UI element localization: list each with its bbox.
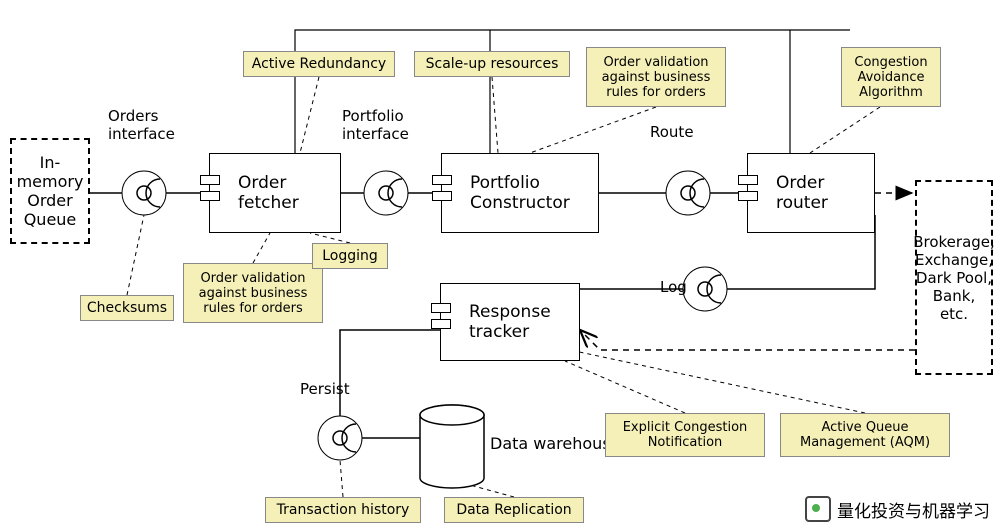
watermark-text: 量化投资与机器学习 [837,497,990,522]
node-constructor-label: Portfolio Constructor [470,173,570,213]
node-router-label: Order router [776,173,828,213]
data-warehouse-cylinder [420,405,484,488]
node-response: Response tracker [440,283,580,361]
log-interface-glyph [683,267,727,311]
node-constructor: Portfolio Constructor [441,153,599,233]
node-fetcher: Order fetcher [209,153,341,233]
route-interface-label: Route [650,123,694,141]
persist-interface-label: Persist [300,380,350,398]
orders-interface-glyph [122,171,166,215]
note-scaleup: Scale-up resources [414,51,570,77]
node-brokerage: Brokerage, Exchange, Dark Pool, Bank, et… [915,180,993,375]
note-aqm: Active Queue Management (AQM) [780,413,950,457]
persist-interface-glyph [318,416,362,460]
route-interface-glyph [666,171,710,215]
watermark: 量化投资与机器学习 [805,496,990,522]
portfolio-interface-label: Portfolio interface [342,107,409,143]
component-bars-icon [432,175,452,205]
note-active-redundancy: Active Redundancy [243,51,395,77]
note-data-repl: Data Replication [444,497,584,523]
node-queue: In- memory Order Queue [10,138,90,244]
brokerage-response-edge [580,330,915,350]
node-router: Order router [747,153,875,233]
orders-interface-label: Orders interface [108,107,175,143]
node-queue-label: In- memory Order Queue [17,153,84,229]
note-tx-history: Transaction history [265,497,421,523]
note-validation-top: Order validation against business rules … [586,47,726,107]
wechat-icon [805,496,831,522]
note-validation-left: Order validation against business rules … [183,263,323,323]
component-bars-icon [431,303,451,333]
note-logging: Logging [312,243,388,269]
node-fetcher-label: Order fetcher [238,173,299,213]
note-congestion-algo: Congestion Avoidance Algorithm [841,47,941,107]
portfolio-interface-glyph [364,171,408,215]
node-response-label: Response tracker [469,302,551,342]
log-interface-label: Log [660,278,687,296]
node-brokerage-label: Brokerage, Exchange, Dark Pool, Bank, et… [913,233,995,323]
note-checksums: Checksums [80,295,174,321]
data-warehouse-label: Data warehouse [490,434,621,453]
component-bars-icon [200,175,220,205]
component-bars-icon [738,175,758,205]
note-explicit-congestion: Explicit Congestion Notification [605,413,765,457]
